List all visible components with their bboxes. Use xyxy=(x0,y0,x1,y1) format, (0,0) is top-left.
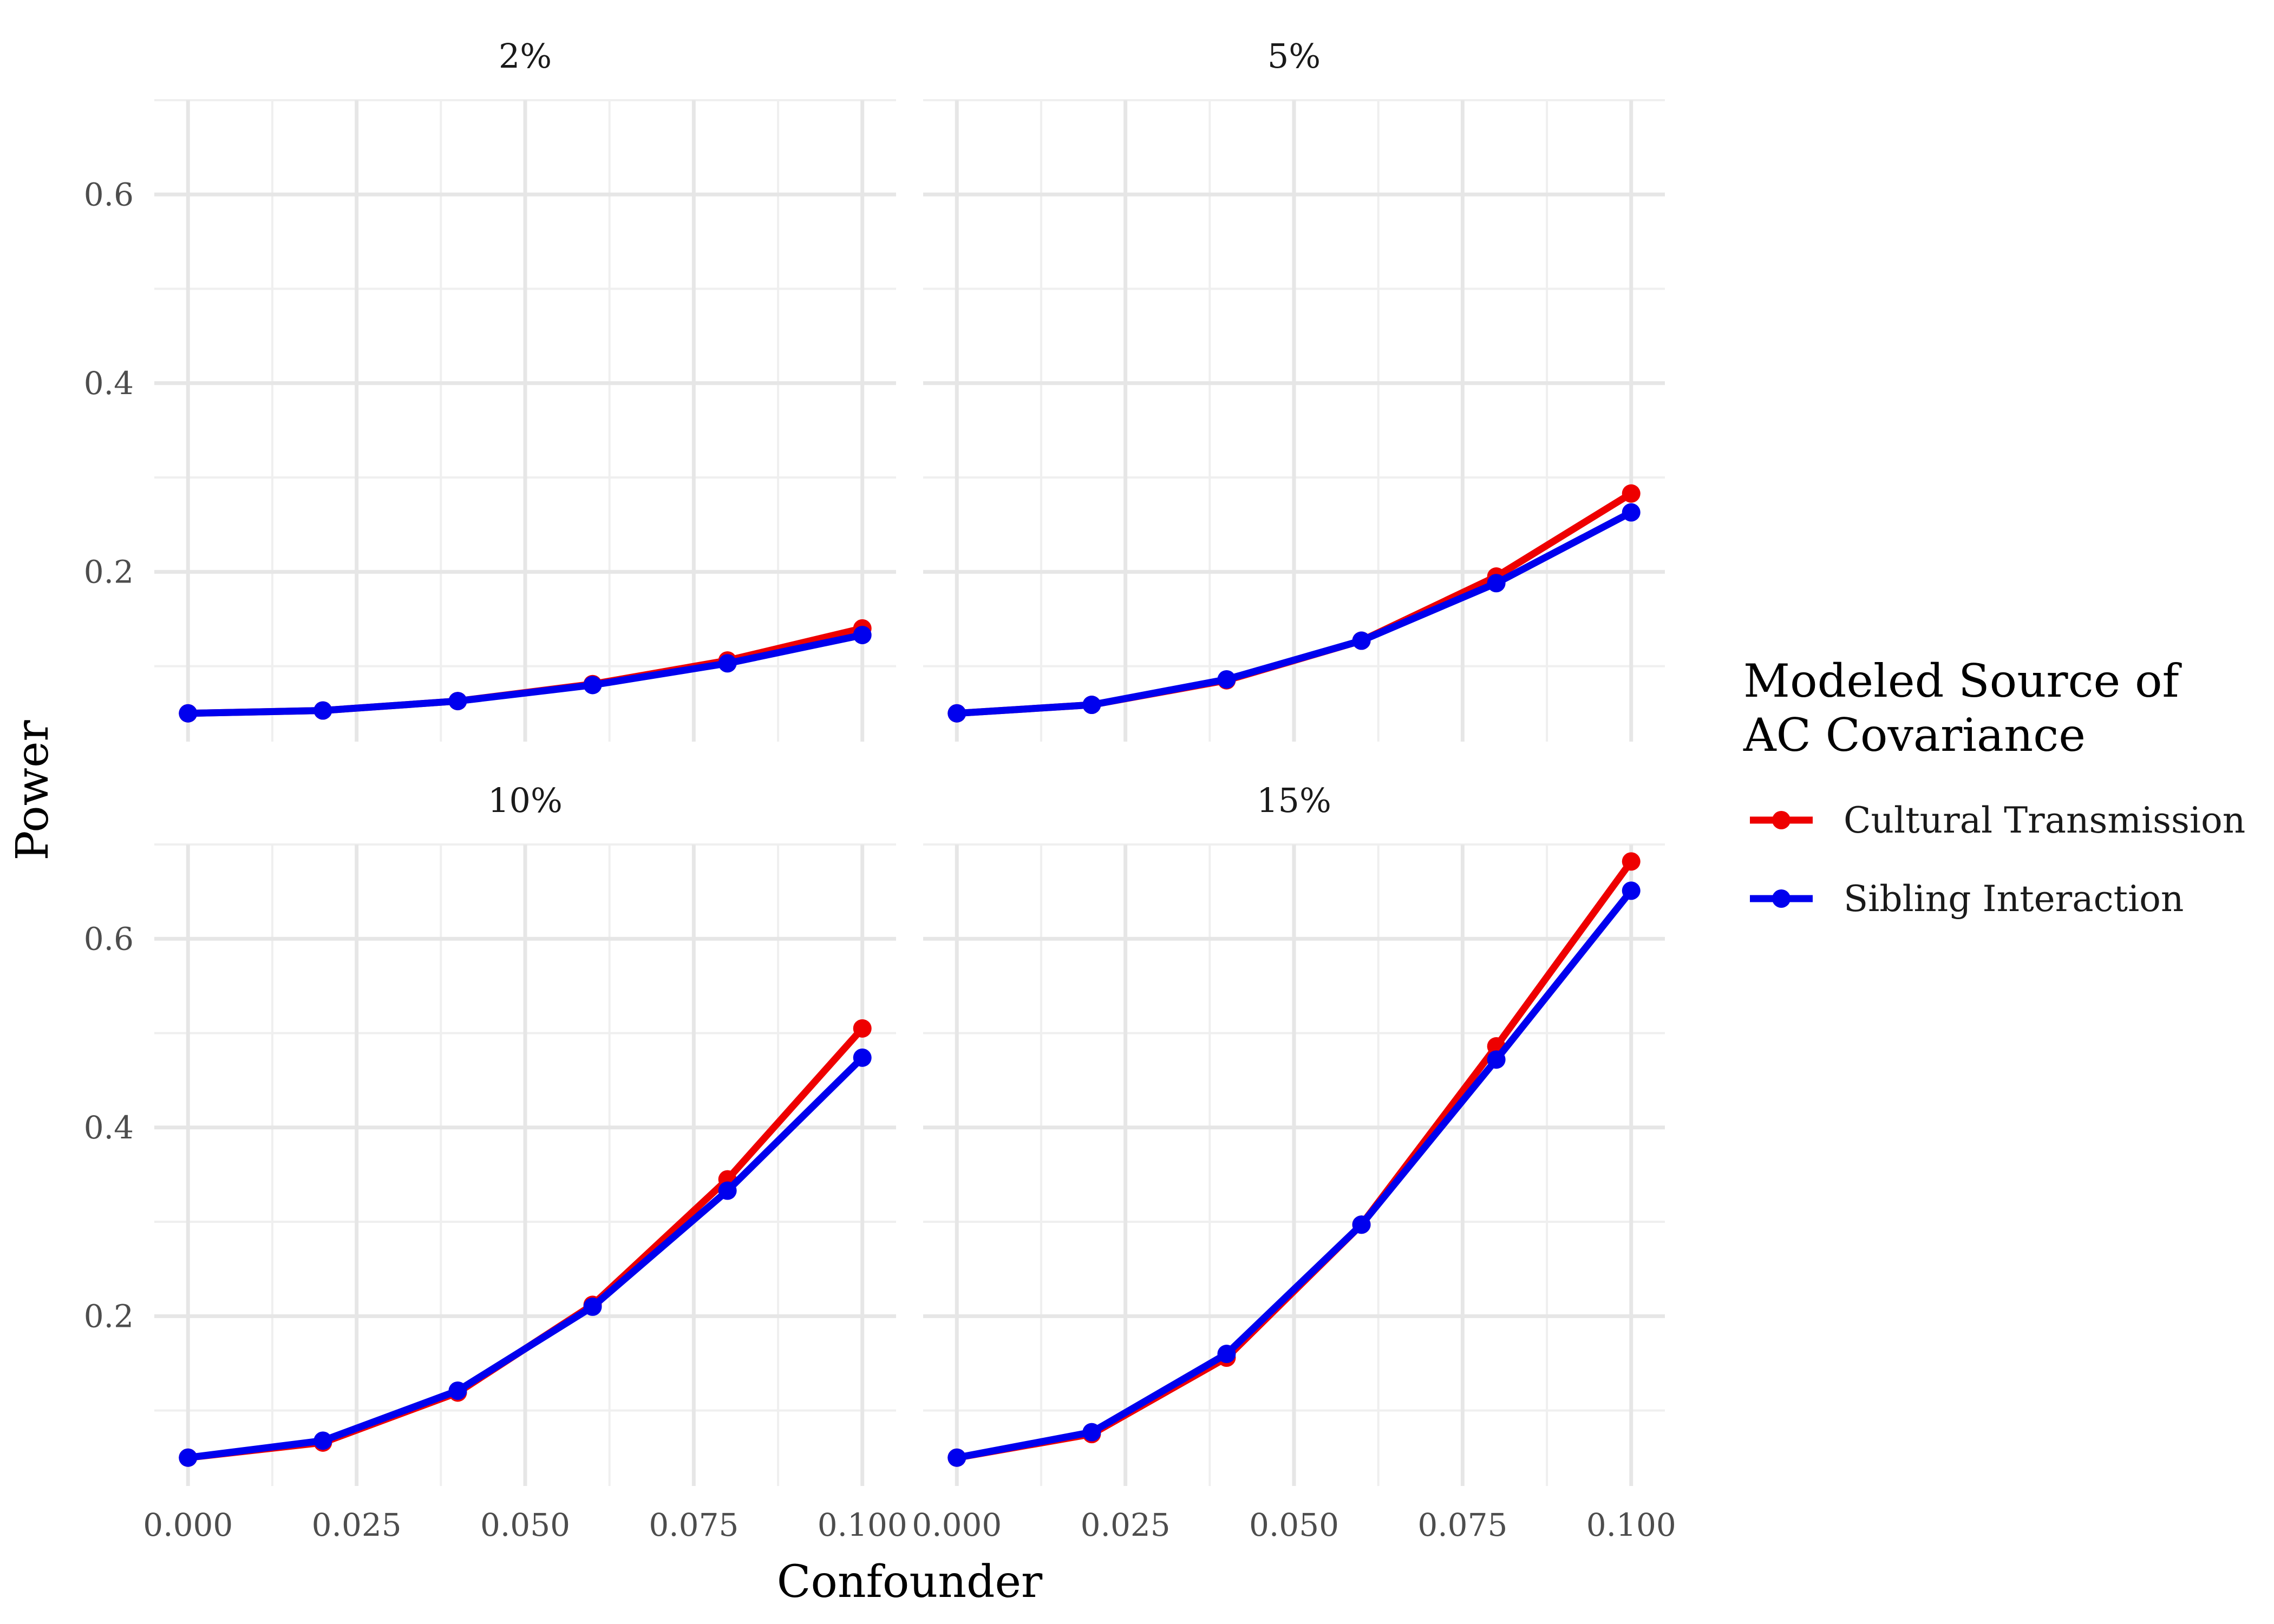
x-tick-label: 0.025 xyxy=(312,1507,402,1543)
x-tick-label: 0.050 xyxy=(1249,1507,1339,1543)
legend-key-point xyxy=(1772,811,1791,829)
panel-grid xyxy=(154,843,896,1486)
y-tick-label: 0.6 xyxy=(84,920,134,957)
x-tick-label: 0.000 xyxy=(912,1507,1002,1543)
data-point xyxy=(853,1019,872,1038)
y-tick-label: 0.2 xyxy=(84,1298,134,1334)
legend-label: Sibling Interaction xyxy=(1844,878,2184,920)
data-point xyxy=(1622,484,1641,503)
data-point xyxy=(718,654,737,673)
x-tick-label: 0.100 xyxy=(818,1507,907,1543)
series-line xyxy=(953,509,1635,717)
data-point xyxy=(1622,503,1641,522)
panel-grid xyxy=(923,843,1665,1486)
data-point xyxy=(1217,1345,1236,1364)
data-point xyxy=(313,701,332,720)
data-point xyxy=(1487,574,1506,593)
panel-2: 2% 0.2 0.4 0.6 xyxy=(84,36,896,742)
legend-title: Modeled Source of xyxy=(1743,654,2182,708)
data-point xyxy=(948,704,966,723)
panel-strip-label: 10% xyxy=(488,781,563,820)
panel-strip-label: 15% xyxy=(1257,781,1331,820)
panels-layer: 2% 0.2 0.4 0.6 5% 10% 0.2 0.4 0.6 0.000 0.025 0.050… xyxy=(84,36,1676,1543)
x-tick-label: 0.025 xyxy=(1081,1507,1171,1543)
data-point xyxy=(1487,1050,1506,1069)
x-tick-label: 0.000 xyxy=(143,1507,233,1543)
data-point xyxy=(1217,670,1236,689)
legend-title: AC Covariance xyxy=(1743,709,2086,762)
y-tick-label: 0.4 xyxy=(84,1109,134,1146)
data-point xyxy=(448,692,467,711)
legend-item-sibling-interaction: Sibling Interaction xyxy=(1750,878,2184,920)
panel-15: 15% 0.000 0.025 0.050 0.075 0.100 xyxy=(912,781,1676,1543)
series-sibling-interaction xyxy=(948,881,1641,1467)
legend-label: Cultural Transmission xyxy=(1844,800,2245,841)
data-point xyxy=(1622,852,1641,871)
panel-5: 5% xyxy=(923,36,1665,742)
data-point xyxy=(948,1448,966,1467)
data-point xyxy=(853,626,872,645)
y-tick-label: 0.4 xyxy=(84,365,134,402)
data-point xyxy=(179,704,198,723)
data-point xyxy=(179,1448,198,1467)
y-axis-title: Power xyxy=(7,720,58,861)
x-axis-title: Confounder xyxy=(777,1556,1043,1608)
series-line xyxy=(184,631,866,717)
series-line xyxy=(184,1054,866,1462)
x-tick-label: 0.050 xyxy=(480,1507,570,1543)
data-point xyxy=(1082,1423,1101,1442)
y-tick-label: 0.6 xyxy=(84,176,134,213)
legend-key-point xyxy=(1772,889,1791,908)
legend-item-cultural-transmission: Cultural Transmission xyxy=(1750,800,2245,841)
series-sibling-interaction xyxy=(179,626,872,723)
data-point xyxy=(583,1297,602,1316)
panel-strip-label: 2% xyxy=(499,36,552,76)
data-point xyxy=(1352,631,1371,650)
data-point xyxy=(448,1381,467,1400)
data-point xyxy=(1352,1215,1371,1234)
x-tick-label: 0.075 xyxy=(1417,1507,1507,1543)
series-line xyxy=(953,887,1635,1462)
data-point xyxy=(1082,696,1101,715)
x-tick-label: 0.100 xyxy=(1586,1507,1676,1543)
data-point xyxy=(1622,881,1641,900)
x-tick-label: 0.075 xyxy=(649,1507,739,1543)
data-point xyxy=(313,1431,332,1450)
data-point xyxy=(718,1181,737,1200)
data-point xyxy=(853,1048,872,1067)
y-tick-label: 0.2 xyxy=(84,553,134,590)
data-point xyxy=(583,676,602,695)
panel-grid xyxy=(923,99,1665,742)
series-sibling-interaction xyxy=(179,1048,872,1467)
panel-strip-label: 5% xyxy=(1267,36,1321,76)
panel-10: 10% 0.2 0.4 0.6 0.000 0.025 0.050 0.075 0.100 xyxy=(84,781,907,1543)
series-sibling-interaction xyxy=(948,503,1641,723)
